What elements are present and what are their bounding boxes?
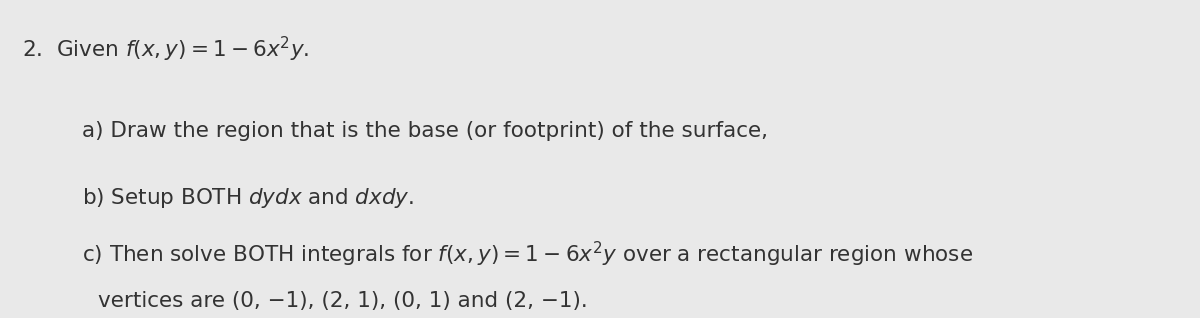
Text: c) Then solve BOTH integrals for $f(x, y) = 1 - 6x^2y$ over a rectangular region: c) Then solve BOTH integrals for $f(x, y…	[82, 240, 973, 269]
Text: 2.  Given $f(x, y) = 1 - 6x^2y.$: 2. Given $f(x, y) = 1 - 6x^2y.$	[22, 35, 308, 64]
Text: b) Setup BOTH $dydx$ and $dxdy$.: b) Setup BOTH $dydx$ and $dxdy$.	[82, 185, 414, 210]
Text: vertices are (0, −1), (2, 1), (0, 1) and (2, −1).: vertices are (0, −1), (2, 1), (0, 1) and…	[98, 291, 588, 311]
Text: a) Draw the region that is the base (or footprint) of the surface,: a) Draw the region that is the base (or …	[82, 121, 768, 141]
